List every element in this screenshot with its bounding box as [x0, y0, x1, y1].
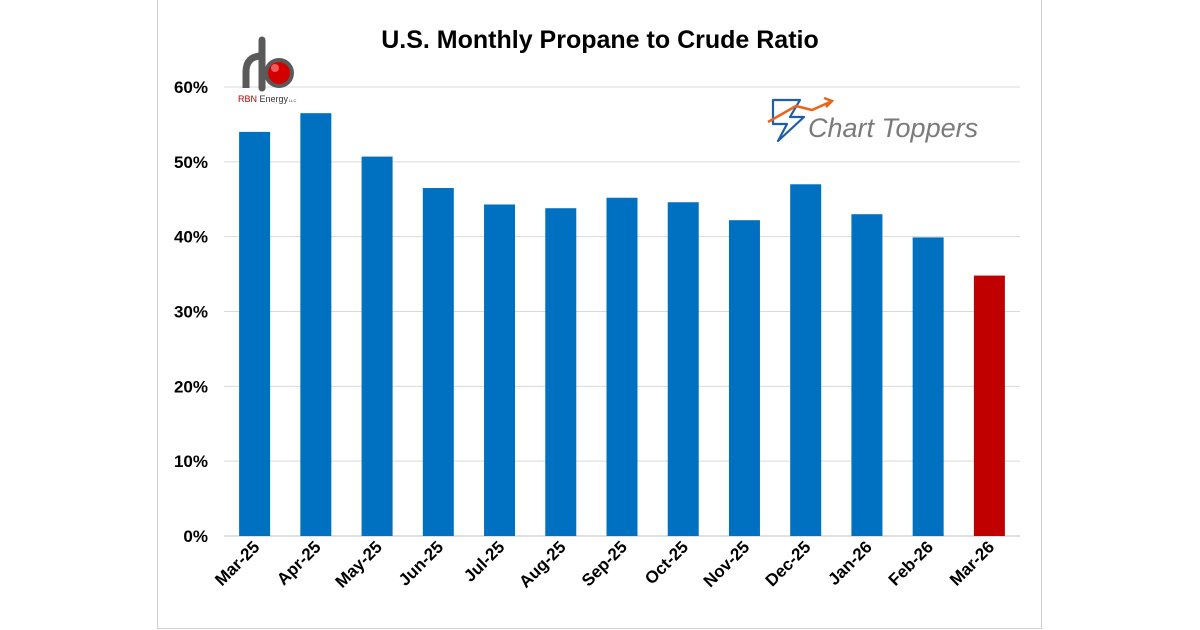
- x-tick-label: May-25: [332, 537, 386, 591]
- bar-mar-26: [973, 275, 1005, 536]
- bar-nov-25: [728, 220, 760, 536]
- bar-feb-26: [912, 237, 944, 537]
- rbn-logo-arc: [242, 52, 263, 88]
- x-tick-label: Dec-25: [762, 537, 815, 590]
- chart-toppers-logo: Chart Toppers: [767, 96, 978, 143]
- bars: [239, 113, 1005, 537]
- x-tick-label: Mar-25: [211, 537, 263, 589]
- rbn-logo-llc: LLC: [289, 98, 296, 103]
- bar-sep-25: [606, 197, 638, 536]
- x-tick-label: Nov-25: [700, 537, 754, 591]
- bar-apr-25: [300, 113, 332, 537]
- bar-mar-25: [239, 131, 271, 536]
- chart-toppers-arrowhead-icon: [823, 96, 835, 108]
- x-tick-label: Jun-25: [395, 537, 447, 589]
- bar-jul-25: [484, 204, 516, 536]
- bar-oct-25: [667, 202, 699, 536]
- x-tick-label: Apr-25: [273, 537, 325, 589]
- x-tick-label: Aug-25: [515, 537, 569, 591]
- bar-dec-25: [790, 184, 822, 537]
- x-axis-ticks: Mar-25 Apr-25 May-25 Jun-25 Jul-25 Aug-25 Sep-…: [211, 537, 998, 591]
- bar-may-25: [361, 156, 393, 536]
- y-tick-label: 10%: [174, 452, 208, 471]
- chart-toppers-bolt-icon: [771, 98, 806, 143]
- y-tick-label: 0%: [183, 527, 208, 546]
- x-tick-label: Sep-25: [578, 537, 631, 590]
- x-tick-label: Mar-26: [946, 537, 998, 589]
- bar-jan-26: [851, 214, 883, 536]
- rbn-logo-highlight: [271, 64, 279, 72]
- chart-title: U.S. Monthly Propane to Crude Ratio: [381, 26, 819, 54]
- x-tick-label: Oct-25: [641, 537, 692, 588]
- y-tick-label: 50%: [174, 153, 208, 172]
- bar-aug-25: [545, 208, 577, 537]
- bar-jun-25: [422, 188, 454, 536]
- chart-toppers-arrow-icon: [767, 100, 831, 124]
- y-tick-label: 20%: [174, 377, 208, 396]
- rbn-logo-ball: [268, 62, 290, 84]
- x-tick-label: Jul-25: [460, 537, 508, 585]
- y-axis-ticks: 0% 10% 20% 30% 40% 50% 60%: [174, 78, 208, 546]
- y-tick-label: 40%: [174, 228, 208, 247]
- rbn-logo-text: RBN Energy: [238, 94, 289, 104]
- x-tick-label: Jan-26: [824, 537, 876, 589]
- x-tick-label: Feb-26: [885, 537, 937, 589]
- y-tick-label: 30%: [174, 303, 208, 322]
- chart-toppers-text: Chart Toppers: [808, 113, 978, 143]
- rbn-energy-logo: RBN Energy LLC: [238, 36, 296, 104]
- y-tick-label: 60%: [174, 78, 208, 97]
